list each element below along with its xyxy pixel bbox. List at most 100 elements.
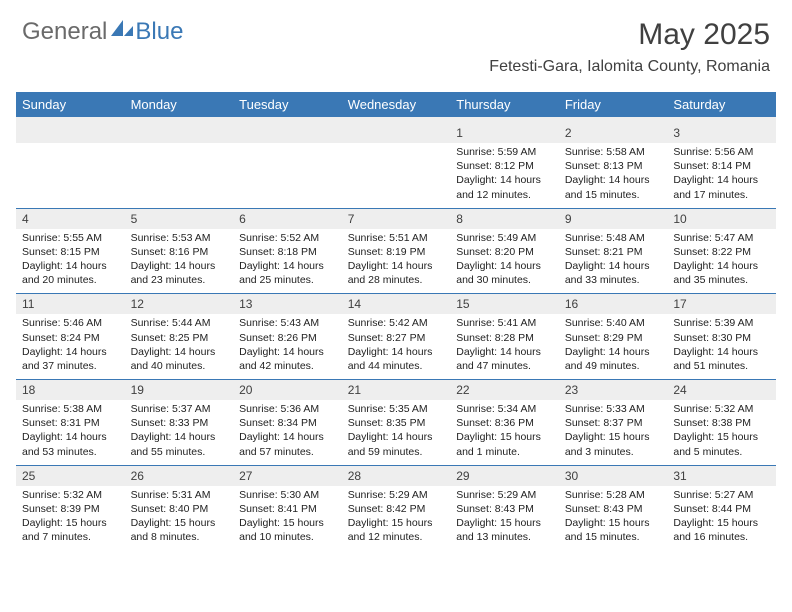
sunrise-text: Sunrise: 5:56 AM	[673, 145, 770, 159]
weekday-header: Friday	[559, 92, 668, 117]
day-number-cell: 10	[667, 209, 776, 229]
daylight-text: and 25 minutes.	[239, 273, 336, 287]
daylight-text: and 28 minutes.	[348, 273, 445, 287]
daylight-text: Daylight: 14 hours	[22, 430, 119, 444]
daylight-text: and 8 minutes.	[131, 530, 228, 544]
day-detail-row: Sunrise: 5:38 AMSunset: 8:31 PMDaylight:…	[16, 400, 776, 465]
day-detail-cell: Sunrise: 5:42 AMSunset: 8:27 PMDaylight:…	[342, 314, 451, 379]
daylight-text: Daylight: 15 hours	[239, 516, 336, 530]
sunrise-text: Sunrise: 5:28 AM	[565, 488, 662, 502]
sunrise-text: Sunrise: 5:49 AM	[456, 231, 553, 245]
day-number-row: 18192021222324	[16, 380, 776, 400]
sunrise-text: Sunrise: 5:52 AM	[239, 231, 336, 245]
page-title: May 2025	[489, 18, 770, 52]
sunset-text: Sunset: 8:33 PM	[131, 416, 228, 430]
day-number-cell: 15	[450, 294, 559, 314]
weekday-header: Tuesday	[233, 92, 342, 117]
day-detail-row: Sunrise: 5:32 AMSunset: 8:39 PMDaylight:…	[16, 486, 776, 551]
day-detail-cell: Sunrise: 5:35 AMSunset: 8:35 PMDaylight:…	[342, 400, 451, 465]
day-detail-cell: Sunrise: 5:59 AMSunset: 8:12 PMDaylight:…	[450, 143, 559, 208]
daylight-text: Daylight: 14 hours	[239, 259, 336, 273]
daylight-text: and 12 minutes.	[456, 188, 553, 202]
sunset-text: Sunset: 8:13 PM	[565, 159, 662, 173]
day-detail-row: Sunrise: 5:46 AMSunset: 8:24 PMDaylight:…	[16, 314, 776, 379]
daylight-text: Daylight: 14 hours	[565, 259, 662, 273]
daylight-text: and 37 minutes.	[22, 359, 119, 373]
sunset-text: Sunset: 8:44 PM	[673, 502, 770, 516]
sunrise-text: Sunrise: 5:35 AM	[348, 402, 445, 416]
daylight-text: Daylight: 14 hours	[565, 173, 662, 187]
sunset-text: Sunset: 8:35 PM	[348, 416, 445, 430]
day-number-cell: 27	[233, 466, 342, 486]
sunset-text: Sunset: 8:30 PM	[673, 331, 770, 345]
daylight-text: Daylight: 15 hours	[348, 516, 445, 530]
day-number-cell: 16	[559, 294, 668, 314]
daylight-text: and 59 minutes.	[348, 445, 445, 459]
day-number-cell	[233, 123, 342, 143]
day-number-cell: 25	[16, 466, 125, 486]
sunrise-text: Sunrise: 5:55 AM	[22, 231, 119, 245]
day-number-cell: 6	[233, 209, 342, 229]
day-detail-cell	[125, 143, 234, 208]
sunrise-text: Sunrise: 5:36 AM	[239, 402, 336, 416]
logo-sail-icon	[109, 18, 135, 43]
day-detail-cell: Sunrise: 5:51 AMSunset: 8:19 PMDaylight:…	[342, 229, 451, 294]
day-detail-cell: Sunrise: 5:28 AMSunset: 8:43 PMDaylight:…	[559, 486, 668, 551]
sunset-text: Sunset: 8:25 PM	[131, 331, 228, 345]
day-detail-cell: Sunrise: 5:52 AMSunset: 8:18 PMDaylight:…	[233, 229, 342, 294]
day-number-cell: 4	[16, 209, 125, 229]
day-number-cell: 22	[450, 380, 559, 400]
sunrise-text: Sunrise: 5:29 AM	[456, 488, 553, 502]
daylight-text: and 3 minutes.	[565, 445, 662, 459]
sunrise-text: Sunrise: 5:41 AM	[456, 316, 553, 330]
day-detail-cell: Sunrise: 5:44 AMSunset: 8:25 PMDaylight:…	[125, 314, 234, 379]
header: General Blue May 2025 Fetesti-Gara, Ialo…	[0, 0, 792, 84]
daylight-text: and 49 minutes.	[565, 359, 662, 373]
daylight-text: and 55 minutes.	[131, 445, 228, 459]
day-number-cell: 17	[667, 294, 776, 314]
daylight-text: and 30 minutes.	[456, 273, 553, 287]
day-detail-row: Sunrise: 5:55 AMSunset: 8:15 PM Daylight:…	[16, 229, 776, 294]
sunset-text: Sunset: 8:42 PM	[348, 502, 445, 516]
daylight-text: and 42 minutes.	[239, 359, 336, 373]
day-number-cell: 31	[667, 466, 776, 486]
day-detail-cell: Sunrise: 5:37 AMSunset: 8:33 PMDaylight:…	[125, 400, 234, 465]
sunset-text: Sunset: 8:15 PM	[22, 245, 119, 259]
daylight-text: and 15 minutes.	[565, 188, 662, 202]
sunrise-text: Sunrise: 5:29 AM	[348, 488, 445, 502]
day-detail-cell: Sunrise: 5:31 AMSunset: 8:40 PMDaylight:…	[125, 486, 234, 551]
day-number-cell: 18	[16, 380, 125, 400]
daylight-text: and 47 minutes.	[456, 359, 553, 373]
daylight-text: Daylight: 15 hours	[456, 516, 553, 530]
daylight-text: and 1 minute.	[456, 445, 553, 459]
sunrise-text: Sunrise: 5:27 AM	[673, 488, 770, 502]
sunset-text: Sunset: 8:40 PM	[131, 502, 228, 516]
weekday-header: Wednesday	[342, 92, 451, 117]
daylight-text: and 16 minutes.	[673, 530, 770, 544]
day-number-cell: 26	[125, 466, 234, 486]
daylight-text: Daylight: 15 hours	[673, 430, 770, 444]
day-detail-cell: Sunrise: 5:48 AMSunset: 8:21 PMDaylight:…	[559, 229, 668, 294]
sunset-text: Sunset: 8:24 PM	[22, 331, 119, 345]
sunrise-text: Sunrise: 5:44 AM	[131, 316, 228, 330]
day-detail-cell	[16, 143, 125, 208]
sunrise-text: Sunrise: 5:33 AM	[565, 402, 662, 416]
daylight-text: Daylight: 15 hours	[22, 516, 119, 530]
sunset-text: Sunset: 8:21 PM	[565, 245, 662, 259]
day-detail-cell: Sunrise: 5:41 AMSunset: 8:28 PMDaylight:…	[450, 314, 559, 379]
daylight-text: Daylight: 15 hours	[565, 516, 662, 530]
day-number-cell: 24	[667, 380, 776, 400]
daylight-text: and 35 minutes.	[673, 273, 770, 287]
sunrise-text: Sunrise: 5:34 AM	[456, 402, 553, 416]
day-detail-cell: Sunrise: 5:32 AMSunset: 8:39 PMDaylight:…	[16, 486, 125, 551]
day-detail-cell: Sunrise: 5:47 AMSunset: 8:22 PMDaylight:…	[667, 229, 776, 294]
daylight-text: Daylight: 14 hours	[131, 345, 228, 359]
sunset-text: Sunset: 8:20 PM	[456, 245, 553, 259]
day-number-cell: 23	[559, 380, 668, 400]
daylight-text: Daylight: 14 hours	[239, 345, 336, 359]
daylight-text: and 40 minutes.	[131, 359, 228, 373]
day-detail-cell: Sunrise: 5:39 AMSunset: 8:30 PMDaylight:…	[667, 314, 776, 379]
daylight-text: and 20 minutes.	[22, 273, 119, 287]
day-detail-cell: Sunrise: 5:33 AMSunset: 8:37 PMDaylight:…	[559, 400, 668, 465]
daylight-text: and 12 minutes.	[348, 530, 445, 544]
